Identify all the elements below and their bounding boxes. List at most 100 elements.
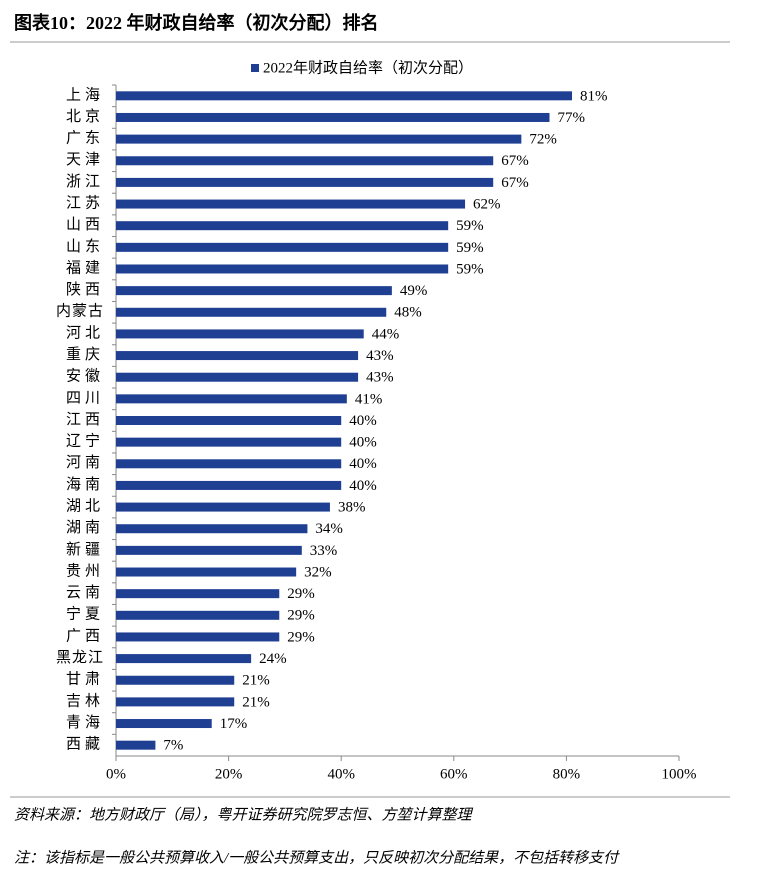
data-label: 40%	[349, 413, 377, 429]
source: 资料来源：地方财政厅（局），粤开证券研究院罗志恒、方堃计算整理	[14, 806, 474, 823]
data-label: 59%	[456, 240, 484, 256]
y-tick-label: 山西	[66, 216, 104, 233]
y-tick-label: 四川	[66, 390, 104, 406]
data-label: 38%	[338, 500, 366, 516]
data-label: 43%	[366, 370, 394, 386]
bar	[116, 221, 449, 231]
y-tick-label: 山东	[66, 238, 104, 255]
bar	[116, 740, 156, 750]
bar	[116, 394, 347, 404]
y-tick-label: 北京	[66, 108, 104, 125]
bar	[116, 307, 387, 317]
bar	[116, 654, 252, 664]
bar	[116, 329, 364, 339]
data-label: 67%	[501, 175, 528, 191]
bar	[116, 589, 280, 599]
bar	[116, 697, 235, 707]
data-label: 62%	[473, 196, 501, 212]
y-tick-label: 云南	[66, 584, 104, 601]
data-label: 49%	[400, 283, 428, 299]
bar	[116, 416, 342, 425]
data-label: 32%	[304, 564, 332, 580]
data-label: 59%	[456, 261, 484, 277]
bar	[116, 567, 297, 577]
bar	[116, 437, 342, 447]
bar	[116, 156, 494, 166]
bar	[116, 719, 212, 729]
bar	[116, 91, 573, 101]
chart-title: 图表10：2022 年财政自给率（初次分配）排名	[14, 12, 379, 33]
y-tick-label: 陕西	[66, 281, 104, 298]
data-label: 44%	[372, 326, 400, 342]
data-label: 72%	[529, 132, 557, 148]
x-tick-label: 40%	[327, 766, 355, 782]
data-label: 7%	[163, 738, 183, 754]
data-label: 40%	[349, 456, 377, 472]
bar	[116, 286, 392, 296]
data-label: 40%	[349, 478, 377, 494]
bar	[116, 134, 522, 144]
data-label: 81%	[580, 88, 608, 104]
y-tick-label: 辽宁	[66, 433, 104, 450]
data-label: 67%	[501, 153, 528, 169]
bar	[116, 372, 359, 382]
y-tick-label: 湖北	[66, 498, 104, 515]
y-tick-label: 青海	[66, 714, 104, 731]
y-tick-label: 重庆	[66, 346, 104, 363]
bar	[116, 545, 302, 555]
bar	[116, 351, 359, 361]
data-label: 41%	[355, 391, 383, 407]
y-tick-label: 内蒙古	[56, 303, 104, 320]
data-label: 43%	[366, 348, 394, 364]
bar	[116, 480, 342, 490]
y-tick-label: 黑龙江	[56, 649, 104, 666]
data-label: 29%	[287, 586, 315, 602]
data-label: 59%	[456, 218, 484, 234]
y-tick-label: 浙江	[66, 173, 104, 190]
data-label: 24%	[259, 651, 287, 667]
y-tick-label: 河南	[66, 454, 104, 471]
data-label: 21%	[242, 694, 269, 710]
y-tick-label: 天津	[66, 151, 104, 168]
y-tick-label: 福建	[66, 259, 104, 276]
bar	[116, 675, 235, 685]
bar	[116, 177, 494, 187]
y-tick-label: 宁夏	[66, 606, 104, 623]
y-tick-label: 海南	[66, 476, 104, 493]
y-tick-label: 新疆	[66, 541, 104, 558]
data-label: 40%	[349, 435, 377, 451]
y-tick-label: 甘肃	[66, 671, 104, 688]
legend-label: 2022年财政自给率（初次分配）	[263, 59, 473, 76]
y-tick-label: 江西	[66, 411, 104, 428]
data-label: 34%	[315, 521, 343, 537]
y-tick-label: 上海	[66, 86, 104, 103]
y-tick-label: 西藏	[66, 736, 104, 753]
bar	[116, 242, 449, 252]
x-tick-label: 20%	[215, 766, 243, 782]
bar	[116, 502, 330, 512]
y-tick-label: 河北	[66, 324, 104, 341]
data-label: 33%	[310, 543, 338, 559]
bar	[116, 632, 280, 642]
x-tick-label: 0%	[106, 766, 126, 782]
y-tick-label: 江苏	[66, 194, 104, 211]
note: 注：该指标是一般公共预算收入/一般公共预算支出，只反映初次分配结果，不包括转移支…	[14, 849, 620, 866]
data-label: 48%	[394, 305, 422, 321]
data-label: 29%	[287, 608, 315, 624]
data-label: 77%	[558, 110, 586, 126]
data-label: 17%	[220, 716, 248, 732]
y-tick-label: 贵州	[66, 562, 104, 579]
bar	[116, 459, 342, 469]
data-label: 29%	[287, 629, 315, 645]
y-tick-label: 安徽	[66, 368, 104, 385]
legend-swatch	[251, 64, 259, 72]
x-tick-label: 60%	[440, 766, 468, 782]
bar	[116, 264, 449, 274]
y-tick-label: 吉林	[66, 692, 104, 709]
y-tick-label: 广西	[66, 627, 104, 644]
bar	[116, 610, 280, 620]
y-tick-label: 广东	[66, 130, 104, 147]
x-tick-label: 80%	[553, 766, 581, 782]
